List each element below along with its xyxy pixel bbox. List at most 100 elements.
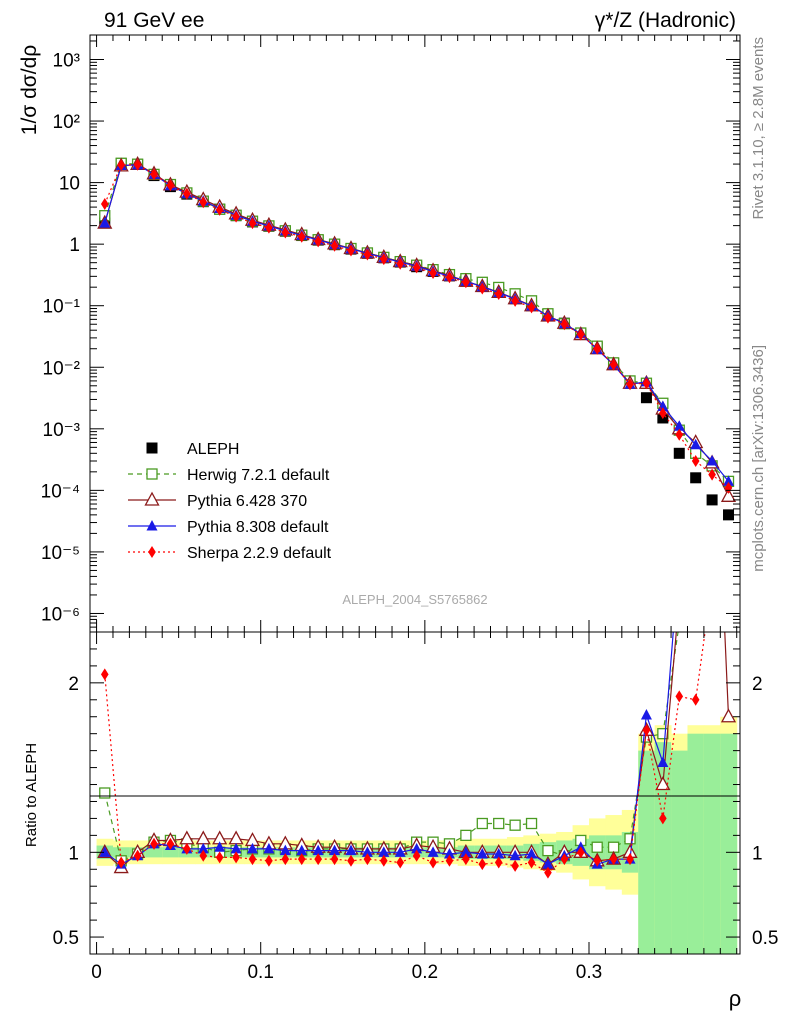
point-herwig-7-2-1-default xyxy=(657,728,669,740)
point-sherpa-2-2-9-default xyxy=(100,197,109,210)
legend-label-pythia-8-308-default: Pythia 8.308 default xyxy=(187,519,329,536)
tick-label: 10⁻² xyxy=(43,358,81,379)
point-sherpa-2-2-9-default xyxy=(527,301,536,314)
point-sherpa-2-2-9-default xyxy=(544,311,552,324)
point-sherpa-2-2-9-default xyxy=(297,230,306,243)
tick-label: 1 xyxy=(752,843,763,864)
tick-label: 10⁻⁶ xyxy=(41,604,80,625)
point-sherpa-2-2-9-default xyxy=(133,158,142,171)
series-aleph xyxy=(99,157,735,521)
series-line-pythia-8-308-default xyxy=(104,164,729,482)
point-sherpa-2-2-9-default xyxy=(462,276,470,289)
point-pythia-8-308-default xyxy=(197,842,209,854)
point-herwig-7-2-1-default xyxy=(460,829,472,842)
point-sherpa-2-2-9-default xyxy=(117,159,125,172)
point-pythia-6-428-370 xyxy=(195,830,211,845)
point-pythia-8-308-default xyxy=(247,842,258,854)
point-pythia-8-308-default xyxy=(674,550,685,561)
point-pythia-6-428-370 xyxy=(228,830,244,845)
tick-label: 10³ xyxy=(53,50,80,71)
point-pythia-8-308-default xyxy=(99,217,111,228)
ratio-y-axis-label: Ratio to ALEPH xyxy=(23,743,40,847)
tick-label: 0.5 xyxy=(752,928,778,949)
tick-label: 0.1 xyxy=(247,962,273,983)
point-sherpa-2-2-9-default xyxy=(330,239,339,252)
point-sherpa-2-2-9-default xyxy=(199,196,208,209)
point-sherpa-2-2-9-default xyxy=(511,294,519,307)
point-pythia-6-428-370 xyxy=(706,337,719,349)
point-sherpa-2-2-9-default xyxy=(396,856,405,869)
point-sherpa-2-2-9-default xyxy=(380,854,388,867)
tick-label: 0.5 xyxy=(53,928,79,949)
point-pythia-8-308-default xyxy=(443,848,455,859)
point-sherpa-2-2-9-default xyxy=(527,856,536,869)
point-sherpa-2-2-9-default xyxy=(215,851,224,864)
uncertainty-band-green xyxy=(638,750,656,954)
tick-label: 10⁻³ xyxy=(43,420,81,441)
point-pythia-8-308-default xyxy=(706,454,718,466)
point-sherpa-2-2-9-default xyxy=(232,851,240,864)
point-sherpa-2-2-9-default xyxy=(314,235,322,248)
point-pythia-8-308-default xyxy=(99,846,111,857)
point-pythia-8-308-default xyxy=(394,846,406,857)
point-sherpa-2-2-9-default xyxy=(380,253,388,266)
tick-label: 10² xyxy=(53,112,80,133)
point-sherpa-2-2-9-default xyxy=(708,575,716,587)
point-sherpa-2-2-9-default xyxy=(691,454,700,467)
point-sherpa-2-2-9-default xyxy=(347,854,355,867)
point-pythia-8-308-default xyxy=(312,844,324,856)
point-sherpa-2-2-9-default xyxy=(478,282,487,295)
point-aleph xyxy=(640,392,652,404)
point-pythia-8-308-default xyxy=(296,844,308,856)
point-sherpa-2-2-9-default xyxy=(478,858,487,871)
legend-label-sherpa-2-2-9-default: Sherpa 2.2.9 default xyxy=(187,545,332,562)
ratio-panel-frame xyxy=(89,631,741,955)
series-line-herwig-7-2-1-default xyxy=(104,162,729,482)
point-sherpa-2-2-9-default xyxy=(511,859,519,872)
point-aleph xyxy=(706,494,718,506)
point-herwig-7-2-1-default xyxy=(674,619,684,629)
header-left-label: 91 GeV ee xyxy=(104,9,204,32)
legend-marker-pythia-8-308-default xyxy=(146,520,158,531)
point-sherpa-2-2-9-default xyxy=(560,318,569,331)
point-sherpa-2-2-9-default xyxy=(659,812,667,825)
point-herwig-7-2-1-default xyxy=(624,833,636,845)
point-herwig-7-2-1-default xyxy=(591,841,603,853)
header-right-label: γ*/Z (Hadronic) xyxy=(595,9,736,32)
point-sherpa-2-2-9-default xyxy=(626,853,634,866)
uncertainty-band-green xyxy=(671,750,688,954)
point-sherpa-2-2-9-default xyxy=(429,266,437,279)
point-pythia-8-308-default xyxy=(723,423,734,434)
point-sherpa-2-2-9-default xyxy=(412,261,421,274)
point-sherpa-2-2-9-default xyxy=(265,854,273,867)
point-sherpa-2-2-9-default xyxy=(297,853,306,866)
point-sherpa-2-2-9-default xyxy=(494,856,503,869)
point-pythia-8-308-default xyxy=(230,842,242,854)
point-herwig-7-2-1-default xyxy=(707,424,717,434)
point-pythia-8-308-default xyxy=(493,848,505,859)
point-pythia-8-308-default xyxy=(329,844,341,856)
tick-label: 10⁻¹ xyxy=(43,297,81,318)
uncertainty-band-green xyxy=(145,847,163,858)
point-pythia-8-308-default xyxy=(378,846,390,857)
point-herwig-7-2-1-default xyxy=(542,844,554,857)
rivet-version-label: Rivet 3.1.10, ≥ 2.8M events xyxy=(750,37,767,220)
point-pythia-8-308-default xyxy=(690,438,702,450)
point-sherpa-2-2-9-default xyxy=(544,866,552,879)
point-sherpa-2-2-9-default xyxy=(281,226,290,239)
main-panel-frame xyxy=(89,34,741,633)
point-sherpa-2-2-9-default xyxy=(445,271,454,284)
point-pythia-8-308-default xyxy=(673,420,685,431)
point-sherpa-2-2-9-default xyxy=(183,187,191,200)
point-sherpa-2-2-9-default xyxy=(691,693,700,706)
series-line-sherpa-2-2-9-default xyxy=(104,164,729,489)
point-sherpa-2-2-9-default xyxy=(576,328,585,341)
legend: ALEPH Herwig 7.2.1 default Pythia 6.428 37… xyxy=(128,441,332,562)
point-pythia-8-308-default xyxy=(345,844,357,856)
point-pythia-6-428-370 xyxy=(720,708,737,723)
point-sherpa-2-2-9-default xyxy=(462,853,470,866)
tick-label: 0.3 xyxy=(576,962,602,983)
series-pythia-8-308-default xyxy=(99,423,734,869)
point-pythia-8-308-default xyxy=(723,475,735,486)
